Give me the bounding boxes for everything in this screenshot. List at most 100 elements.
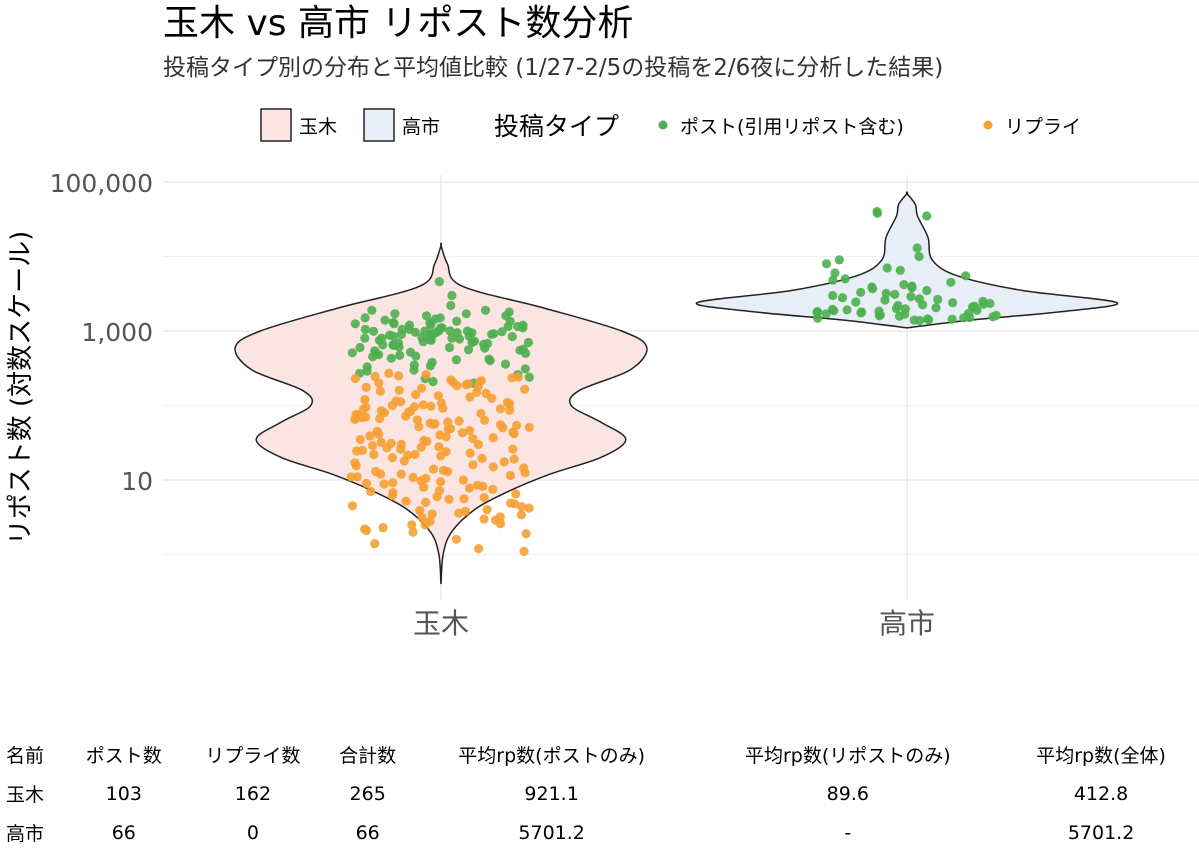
header-avg-post: 平均rp数(ポストのみ) xyxy=(458,744,645,767)
point-post xyxy=(410,327,420,337)
point-post xyxy=(899,280,909,290)
point-post xyxy=(489,329,499,339)
point-reply xyxy=(476,408,486,419)
cell-avg-repost: - xyxy=(844,821,852,844)
x-tick-label-tamaki: 玉木 xyxy=(413,607,469,640)
point-post xyxy=(350,319,360,329)
point-reply xyxy=(417,513,427,523)
point-reply xyxy=(386,438,396,448)
cell-reply-count: 162 xyxy=(234,782,272,805)
point-reply xyxy=(488,462,498,472)
point-post xyxy=(872,208,883,218)
point-post xyxy=(389,319,399,329)
cell-avg-post: 5701.2 xyxy=(518,821,585,844)
point-post xyxy=(484,354,494,364)
point-post xyxy=(918,300,928,310)
point-reply xyxy=(477,453,487,463)
point-post xyxy=(856,308,866,318)
point-post xyxy=(931,303,941,313)
point-post xyxy=(444,342,455,353)
point-post xyxy=(463,345,474,355)
point-post xyxy=(907,283,917,293)
point-reply xyxy=(444,494,454,504)
point-post xyxy=(923,315,934,325)
point-reply xyxy=(508,444,518,454)
point-reply xyxy=(519,463,529,473)
point-post xyxy=(856,287,866,297)
header-name: 名前 xyxy=(6,744,45,767)
legend-key-tamaki xyxy=(260,108,292,142)
point-reply xyxy=(434,442,444,452)
header-total-count: 合計数 xyxy=(339,744,397,767)
point-reply xyxy=(351,461,361,471)
point-reply xyxy=(418,400,428,410)
point-post xyxy=(891,304,902,314)
point-reply xyxy=(436,477,446,487)
point-reply xyxy=(451,534,461,544)
point-reply xyxy=(524,503,534,513)
point-post xyxy=(965,312,975,323)
point-reply xyxy=(416,476,426,486)
point-post xyxy=(362,366,372,376)
point-reply xyxy=(426,401,436,411)
cell-avg-all: 412.8 xyxy=(1073,782,1129,805)
point-post xyxy=(991,310,1001,320)
point-post xyxy=(425,361,435,371)
point-reply xyxy=(505,470,516,481)
point-reply xyxy=(407,520,417,530)
point-reply xyxy=(499,457,509,467)
point-post xyxy=(370,346,380,356)
point-post xyxy=(912,243,922,253)
point-post xyxy=(411,351,421,361)
points xyxy=(346,207,1001,557)
point-reply xyxy=(465,426,475,436)
point-post xyxy=(969,301,980,311)
point-post xyxy=(396,329,407,339)
point-post xyxy=(368,326,379,336)
point-reply xyxy=(387,490,397,501)
cell-name: 高市 xyxy=(6,823,45,845)
point-reply xyxy=(511,420,522,430)
point-reply xyxy=(468,434,478,444)
point-reply xyxy=(404,407,414,417)
point-post xyxy=(480,305,491,315)
point-reply xyxy=(505,405,515,415)
point-post xyxy=(840,274,850,284)
point-post xyxy=(961,271,971,281)
point-reply xyxy=(350,374,360,384)
point-reply xyxy=(375,413,385,424)
point-reply xyxy=(446,424,456,434)
point-reply xyxy=(376,469,386,479)
point-post xyxy=(947,314,957,324)
point-reply xyxy=(482,505,492,515)
legend-title-post-type: 投稿タイプ xyxy=(494,112,619,141)
point-reply xyxy=(416,442,426,452)
point-reply xyxy=(465,448,475,458)
point-post xyxy=(915,316,925,326)
point-reply xyxy=(472,387,482,397)
point-post xyxy=(462,326,472,336)
point-reply xyxy=(479,514,489,524)
point-post xyxy=(395,350,405,360)
point-reply xyxy=(387,453,398,463)
point-reply xyxy=(458,475,468,485)
point-post xyxy=(821,259,832,269)
point-post xyxy=(394,342,404,352)
table-row: 玉木 103 162 265 921.1 89.6 412.8 xyxy=(0,774,1199,813)
point-post xyxy=(933,294,943,305)
point-reply xyxy=(412,415,422,425)
point-post xyxy=(914,251,924,262)
point-post xyxy=(409,365,419,375)
point-post xyxy=(837,293,848,303)
point-reply xyxy=(357,412,367,423)
point-reply xyxy=(374,429,384,439)
point-post xyxy=(518,344,528,354)
point-reply xyxy=(454,416,464,426)
point-post xyxy=(386,353,396,363)
legend-label-post: ポスト(引用リポスト含む) xyxy=(680,116,904,138)
point-post xyxy=(360,333,370,343)
y-tick-label-1000: 1,000 xyxy=(81,318,153,347)
point-reply xyxy=(427,509,437,519)
point-post xyxy=(518,323,528,333)
point-post xyxy=(469,336,480,346)
